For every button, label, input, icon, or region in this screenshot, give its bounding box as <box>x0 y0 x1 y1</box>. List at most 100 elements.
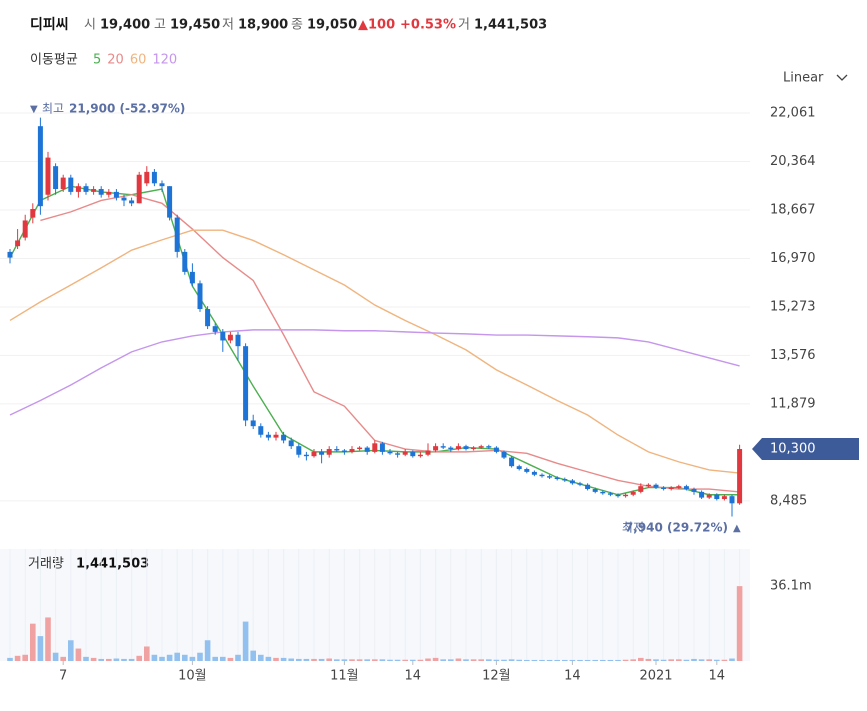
candle-body <box>600 491 606 494</box>
volume-bar <box>432 657 439 661</box>
volume-bar <box>478 659 484 661</box>
volume-bar <box>615 659 621 661</box>
volume-bar <box>410 659 416 661</box>
volume-bar <box>182 654 188 661</box>
volume-pane-label: 거래량 <box>28 557 64 572</box>
candle-body <box>691 489 697 492</box>
candle-body <box>106 191 112 195</box>
high-label: 고 <box>154 18 166 33</box>
volume-bar <box>356 659 363 661</box>
volume-bar <box>90 657 97 661</box>
volume-pane-total: 1,441,503 <box>76 557 149 572</box>
ma-line <box>9 229 740 474</box>
legend-entry: 20 <box>107 53 124 68</box>
volume-bar <box>455 658 462 661</box>
candle-body <box>471 447 477 450</box>
volume-bar <box>288 658 294 661</box>
volume-bar <box>660 659 667 661</box>
min-marker-label: 최저 <box>622 521 644 535</box>
candle-body <box>250 420 256 427</box>
candle-body <box>524 469 530 472</box>
candle-body <box>227 334 233 341</box>
volume-bar <box>22 654 28 661</box>
volume-bar <box>106 658 112 661</box>
volume-bar <box>638 657 644 661</box>
max-marker-arrow: ▼ <box>30 104 38 115</box>
scale-caret[interactable] <box>836 74 848 81</box>
candle-body <box>136 174 142 204</box>
scale-toggle[interactable]: Linear <box>783 71 824 86</box>
candle-body <box>592 489 598 492</box>
volume-bar <box>318 658 325 661</box>
volume-bar <box>326 658 332 661</box>
volume-bar <box>592 659 598 661</box>
candle-body <box>288 440 294 447</box>
volume-tick-label: 36.1m <box>770 579 812 594</box>
candle-body <box>311 451 317 457</box>
candle-body <box>577 483 583 485</box>
volume-bar <box>52 652 59 661</box>
close-value: 19,050 <box>307 18 357 33</box>
volume-bar <box>334 659 340 661</box>
candle-body <box>615 494 621 497</box>
volume-bar <box>463 659 469 661</box>
volume-bar <box>425 658 431 661</box>
x-tick-label: 14 <box>564 669 581 684</box>
candle-body <box>516 466 522 470</box>
candle-body <box>243 346 249 421</box>
volume-bar <box>729 658 735 661</box>
candle-body <box>144 171 150 184</box>
volume-bar <box>265 656 272 661</box>
volume-bar <box>524 659 530 661</box>
candle-body <box>212 326 218 332</box>
candle-body <box>113 191 119 198</box>
change-pct: +0.53% <box>400 18 456 33</box>
candle-body <box>197 283 203 310</box>
price-tag-label: 10,300 <box>770 442 816 457</box>
volume-bar <box>554 659 560 661</box>
candle-body <box>402 451 408 455</box>
volume-bar <box>402 659 408 661</box>
volume-bar <box>417 659 424 661</box>
volume-bar <box>75 648 82 661</box>
volume-bar <box>258 654 264 661</box>
candle-body <box>220 331 226 341</box>
candle-body <box>448 447 454 450</box>
y-tick-label: 18,667 <box>770 202 816 217</box>
x-tick-label: 10월 <box>178 669 207 684</box>
candle-body <box>676 486 682 488</box>
candle-body <box>501 451 507 458</box>
candle-body <box>417 454 423 457</box>
volume-bar <box>296 658 302 661</box>
candle-body <box>167 186 173 218</box>
candle-body <box>15 240 21 247</box>
candle-body <box>531 471 537 475</box>
volume-bar <box>280 657 287 661</box>
volume-bar <box>372 659 378 661</box>
volume-bar <box>30 623 36 661</box>
candle-body <box>53 166 59 190</box>
candle-body <box>30 209 36 218</box>
volume-bar <box>121 658 127 661</box>
close-label: 종 <box>291 18 303 33</box>
candle-body <box>364 447 370 452</box>
volume-bar <box>144 646 150 661</box>
candle-body <box>440 446 446 448</box>
candle-body <box>455 446 461 450</box>
volume-bar <box>341 659 348 661</box>
volume-bar <box>736 586 743 661</box>
volume-bar <box>645 658 652 661</box>
candle-body <box>638 486 644 492</box>
ma-line <box>40 194 740 493</box>
volume-bar <box>630 659 636 661</box>
candle-body <box>509 457 515 467</box>
candle-body <box>661 487 667 490</box>
candle-body <box>98 189 104 195</box>
candle-body <box>37 126 43 207</box>
volume-bar <box>516 659 522 661</box>
candle-body <box>174 217 180 252</box>
x-tick-label: 2021 <box>639 669 672 684</box>
volume-bar <box>698 659 705 661</box>
